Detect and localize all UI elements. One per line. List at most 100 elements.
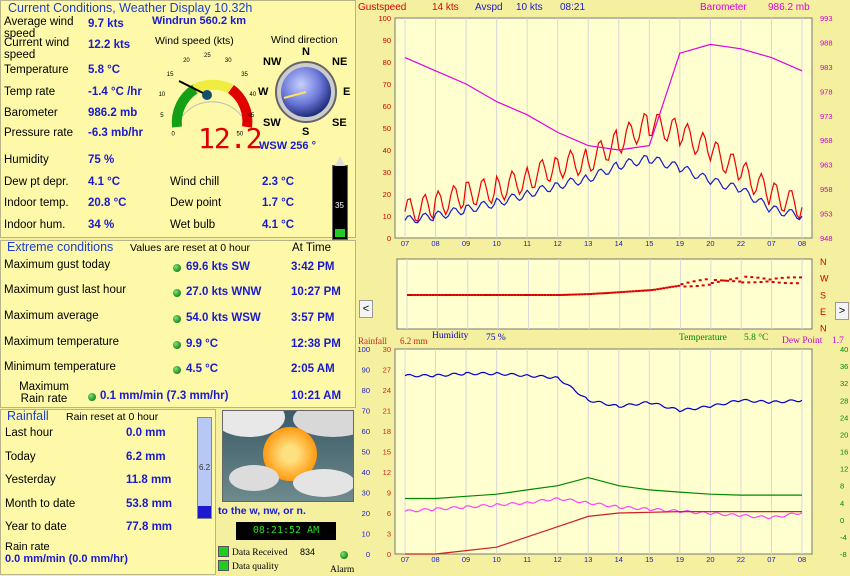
gust-legend-label: Gustspeed <box>358 2 407 13</box>
forecast-text: to the w, nw, or n. <box>218 505 306 517</box>
y-left-tick: 100 <box>357 345 370 354</box>
direction-point <box>799 276 802 279</box>
wind-speed-gauge: 0 5 10 15 20 25 30 35 40 45 50 <box>159 53 257 138</box>
direction-point <box>467 294 471 296</box>
extreme-time: 10:21 AM <box>291 390 342 402</box>
extreme-label: Maximum gust last hour <box>4 284 127 296</box>
direction-point <box>713 279 717 281</box>
x-tick-label: 20 <box>706 239 714 248</box>
compass-sw: SW <box>263 117 281 129</box>
direction-point <box>765 280 769 283</box>
baro-legend-label: Barometer <box>700 2 747 13</box>
bot-plot-bg <box>394 348 813 555</box>
x-tick-label: 14 <box>615 555 623 564</box>
rainfall-panel <box>0 409 216 575</box>
extremes-title: Extreme conditions <box>7 240 114 254</box>
gust-series <box>404 112 803 222</box>
current-value: 9.7 kts <box>88 18 124 30</box>
y-right-tick: 953 <box>820 210 833 219</box>
status-dot <box>173 264 181 272</box>
y-right-tick: 40 <box>840 345 848 354</box>
y-right-tick: 8 <box>840 482 844 491</box>
hum-legend-label: Humidity <box>432 331 469 341</box>
rainfall-value: 77.8 mm <box>126 521 173 533</box>
wind-direction-reading: WSW 256 ° <box>259 140 316 152</box>
direction-point <box>580 293 584 296</box>
panel-title: Current Conditions, Weather Display 10.3… <box>8 1 253 15</box>
direction-point <box>610 291 614 294</box>
direction-point <box>440 294 444 296</box>
x-tick-label: 09 <box>462 239 470 248</box>
direction-point <box>674 285 678 288</box>
extreme-time: 10:27 PM <box>291 286 341 298</box>
direction-point <box>476 294 480 296</box>
direction-point <box>504 294 508 296</box>
y-mid-tick: 9 <box>387 489 391 498</box>
meter-value: 35 <box>335 201 344 210</box>
rainfall-value: 11.8 mm <box>126 474 172 486</box>
direction-point <box>710 282 714 284</box>
direction-point <box>707 283 711 286</box>
y-left-tick: 60 <box>383 102 391 111</box>
scroll-right-button[interactable]: > <box>835 302 849 320</box>
direction-point <box>552 294 556 296</box>
direction-point <box>723 279 726 282</box>
direction-point <box>619 291 623 294</box>
gauge-tick-label: 35 <box>241 72 248 78</box>
wind-direction-title: Wind direction <box>271 34 338 46</box>
current-label: Indoor temp. <box>4 197 69 209</box>
current-label: Current wind speed <box>4 37 70 61</box>
gust-legend-value: 14 kts <box>432 2 459 13</box>
direction-point <box>789 282 793 285</box>
direction-point <box>565 293 568 296</box>
y-left-tick: 20 <box>383 190 391 199</box>
data-quality-indicator <box>218 560 229 571</box>
x-tick-label: 22 <box>737 555 745 564</box>
y-right-tick: 0 <box>840 516 844 525</box>
y-left-tick: 10 <box>362 530 370 539</box>
extreme-label: Maximum gust today <box>4 259 111 271</box>
status-dot <box>173 341 181 349</box>
y-right-tick: -4 <box>840 533 847 542</box>
direction-point <box>592 292 596 295</box>
direction-point <box>704 278 708 281</box>
direction-point <box>686 281 690 284</box>
alarm-label: Alarm <box>330 565 355 575</box>
direction-point <box>473 294 477 296</box>
x-tick-label: 10 <box>492 555 500 564</box>
scroll-left-button[interactable]: < <box>359 300 373 318</box>
x-tick-label: 12 <box>554 239 562 248</box>
direction-point <box>495 294 499 296</box>
extreme-label: Minimum temperature <box>4 361 116 373</box>
data-quality-label: Data quality <box>232 562 279 572</box>
y-left-tick: 30 <box>383 168 391 177</box>
direction-point <box>659 287 663 290</box>
x-tick-label: 15 <box>645 555 653 564</box>
direction-point <box>668 286 672 289</box>
extreme-value: 0.1 mm/min (7.3 mm/hr) <box>100 390 229 402</box>
direction-point <box>631 290 635 293</box>
direction-point <box>665 286 669 289</box>
alarm-indicator <box>340 551 348 559</box>
y-left-tick: 80 <box>362 386 370 395</box>
y-left-tick: 100 <box>378 14 391 23</box>
extreme-value: 27.0 kts WNW <box>186 286 262 298</box>
direction-point <box>543 294 547 296</box>
direction-point <box>458 294 462 296</box>
y-mid-tick: 18 <box>383 427 391 436</box>
direction-point <box>783 282 787 284</box>
direction-point <box>741 281 745 284</box>
direction-point <box>555 294 559 296</box>
direction-point <box>455 294 459 296</box>
direction-point <box>628 290 632 293</box>
gauge-tick-label: 5 <box>160 113 164 119</box>
direction-point <box>464 294 468 296</box>
extreme-time: 2:05 AM <box>291 363 335 375</box>
direction-point <box>616 291 620 294</box>
direction-point <box>625 290 629 293</box>
wind-compass <box>275 61 337 123</box>
rainfall-value: 53.8 mm <box>126 498 173 510</box>
y-mid-tick: 27 <box>383 366 391 375</box>
direction-point <box>598 292 602 295</box>
